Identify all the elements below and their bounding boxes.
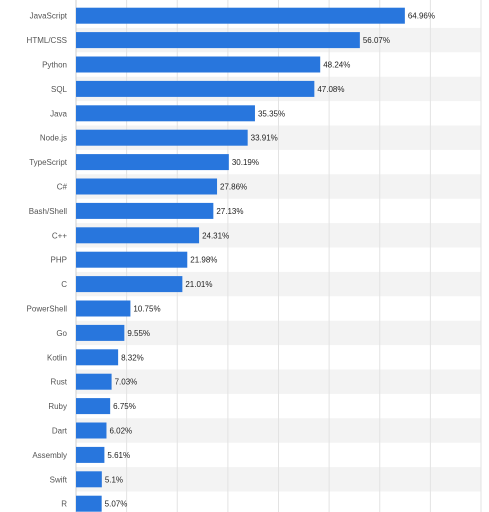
bar xyxy=(76,495,102,512)
bar xyxy=(76,276,183,293)
category-label: SQL xyxy=(51,85,68,94)
bar xyxy=(76,227,200,244)
category-label: JavaScript xyxy=(30,12,68,21)
category-label: R xyxy=(61,500,67,509)
data-label: 10.75% xyxy=(133,305,160,314)
bar xyxy=(76,7,405,24)
bar xyxy=(76,32,360,49)
category-label: Rust xyxy=(51,378,68,387)
data-label: 9.55% xyxy=(127,329,150,338)
data-label: 35.35% xyxy=(258,109,285,118)
data-label: 5.61% xyxy=(107,451,130,460)
category-label: C xyxy=(61,280,67,289)
data-label: 6.02% xyxy=(109,427,132,436)
bar xyxy=(76,178,218,195)
bar xyxy=(76,324,125,341)
bar xyxy=(76,398,111,415)
category-label: Python xyxy=(42,61,67,70)
category-label: Go xyxy=(56,329,67,338)
data-label: 5.1% xyxy=(105,475,123,484)
category-label: HTML/CSS xyxy=(27,36,67,45)
bar xyxy=(76,373,112,390)
bar xyxy=(76,471,102,488)
bar xyxy=(76,446,105,463)
category-label: PowerShell xyxy=(27,305,68,314)
category-label: Kotlin xyxy=(47,353,67,362)
data-label: 27.13% xyxy=(216,207,243,216)
category-label: C# xyxy=(57,183,68,192)
data-label: 47.08% xyxy=(317,85,344,94)
bar xyxy=(76,251,188,268)
data-label: 27.86% xyxy=(220,183,247,192)
bar xyxy=(76,300,131,317)
data-label: 6.75% xyxy=(113,402,136,411)
data-label: 21.98% xyxy=(190,256,217,265)
bar xyxy=(76,202,214,219)
category-label: Dart xyxy=(52,427,68,436)
category-label: TypeScript xyxy=(29,158,68,167)
data-label: 33.91% xyxy=(251,134,278,143)
category-label: Ruby xyxy=(48,402,67,411)
category-label: Bash/Shell xyxy=(29,207,67,216)
category-label: C++ xyxy=(52,231,67,240)
category-label: Assembly xyxy=(32,451,67,460)
category-label: PHP xyxy=(51,256,67,265)
bar-marks: JavaScript 64.96% HTML/CSS 56.07% Python 48.2… xyxy=(27,7,435,512)
bar xyxy=(76,80,315,97)
data-label: 56.07% xyxy=(363,36,390,45)
data-label: 5.07% xyxy=(105,500,128,509)
bar xyxy=(76,154,229,171)
category-label: Swift xyxy=(50,475,68,484)
data-label: 21.01% xyxy=(185,280,212,289)
category-label: Node.js xyxy=(40,134,67,143)
category-label: Java xyxy=(50,109,67,118)
data-label: 64.96% xyxy=(408,12,435,21)
data-label: 24.31% xyxy=(202,231,229,240)
data-label: 7.03% xyxy=(115,378,138,387)
bar xyxy=(76,349,119,366)
bar xyxy=(76,129,248,146)
data-label: 30.19% xyxy=(232,158,259,167)
data-label: 8.32% xyxy=(121,353,144,362)
bar xyxy=(76,105,255,122)
data-label: 48.24% xyxy=(323,61,350,70)
bar xyxy=(76,56,321,73)
bar xyxy=(76,422,107,439)
